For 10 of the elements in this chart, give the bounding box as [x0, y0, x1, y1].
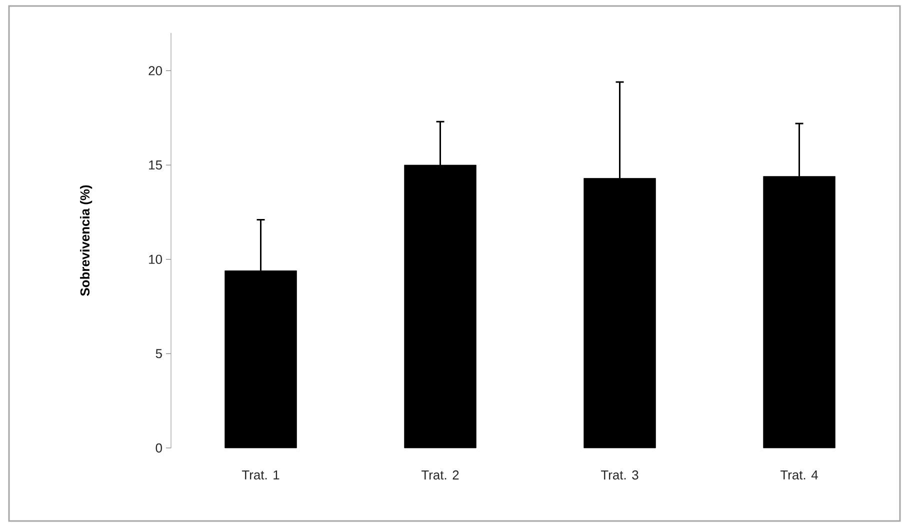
x-tick-label: Trat. 2	[421, 470, 459, 480]
y-tick-label: 20	[148, 66, 162, 76]
x-tick-label: Trat. 1	[242, 470, 280, 480]
y-tick-label: 15	[149, 160, 162, 170]
y-tick-label: 5	[156, 349, 162, 358]
y-tick-label: 0	[156, 443, 162, 453]
x-tick-label: Trat. 4	[780, 470, 818, 480]
y-axis-title: Sobrevivencia (%)	[80, 185, 92, 296]
x-tick-label: Trat. 3	[600, 470, 638, 480]
y-tick-label: 10	[149, 254, 162, 264]
